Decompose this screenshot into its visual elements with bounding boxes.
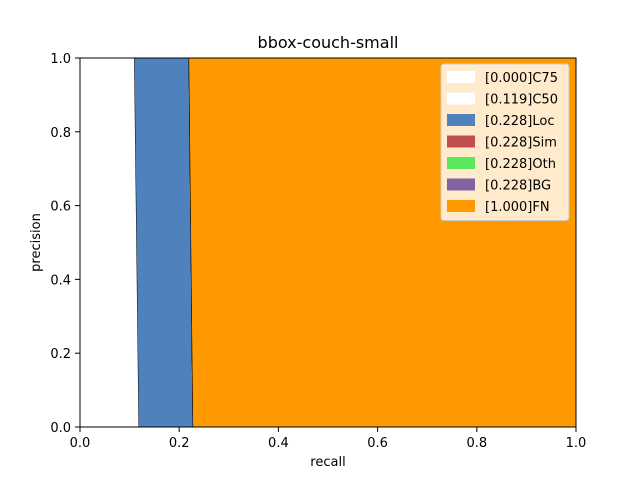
- legend-label-0-228-oth: [0.228]Oth: [485, 157, 556, 172]
- x-tick-label: 0.4: [268, 436, 289, 451]
- area-0-119-c50: [80, 58, 140, 427]
- legend-label-0-119-c50: [0.119]C50: [485, 93, 558, 108]
- x-tick-label: 1.0: [566, 436, 587, 451]
- y-tick-label: 0.0: [50, 421, 71, 436]
- y-axis: 0.0 0.2 0.4 0.6 0.8 1.0: [50, 52, 80, 436]
- x-tick-label: 0.0: [70, 436, 91, 451]
- x-tick-label: 0.6: [367, 436, 388, 451]
- legend-label-0-000-c75: [0.000]C75: [485, 71, 558, 86]
- y-tick-label: 0.2: [50, 347, 71, 362]
- x-tick-label: 0.8: [466, 436, 487, 451]
- legend-swatch-0-228-sim: [447, 135, 475, 148]
- y-tick-label: 0.6: [50, 200, 71, 215]
- chart-title: bbox-couch-small: [258, 33, 399, 52]
- x-axis: 0.0 0.2 0.4 0.6 0.8 1.0: [70, 427, 587, 451]
- area-0-228-loc: [134, 58, 194, 427]
- legend-swatch-0-228-oth: [447, 157, 475, 169]
- legend-label-0-228-bg: [0.228]BG: [485, 179, 551, 194]
- legend-swatch-0-228-loc: [447, 114, 475, 126]
- legend: [0.000]C75 [0.119]C50 [0.228]Loc [0.228]Sim…: [440, 63, 570, 221]
- y-tick-label: 1.0: [50, 52, 71, 67]
- legend-label-0-228-sim: [0.228]Sim: [485, 136, 557, 151]
- y-tick-label: 0.4: [50, 273, 71, 288]
- plot-frame: [79, 57, 577, 428]
- x-axis-label: recall: [310, 455, 345, 470]
- legend-swatch-0-228-bg: [447, 178, 475, 191]
- y-axis-label: precision: [29, 213, 44, 272]
- legend-label-1-000-fn: [1.000]FN: [485, 200, 550, 215]
- legend-label-0-228-loc: [0.228]Loc: [485, 114, 554, 129]
- legend-swatch-1-000-fn: [447, 200, 475, 212]
- x-tick-label: 0.2: [169, 436, 190, 451]
- legend-swatch-0-119-c50: [447, 92, 475, 105]
- y-tick-label: 0.8: [50, 126, 71, 141]
- legend-swatch-0-000-c75: [447, 71, 475, 83]
